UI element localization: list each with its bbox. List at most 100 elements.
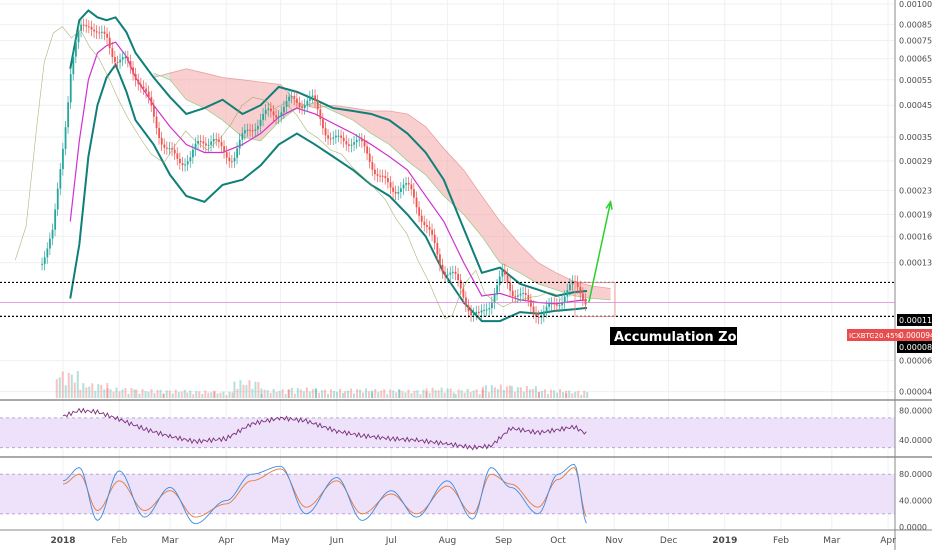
candle-body <box>350 144 353 146</box>
volume-bar <box>141 389 144 398</box>
volume-bar <box>287 389 290 398</box>
volume-bar <box>374 389 377 398</box>
volume-bar <box>336 391 339 398</box>
volume-bar <box>118 391 121 398</box>
volume-bar <box>124 387 127 398</box>
volume-bar <box>266 390 269 398</box>
candle-body <box>358 139 361 141</box>
volume-bar <box>314 388 317 398</box>
candle-body <box>103 31 106 34</box>
volume-bar <box>257 381 260 398</box>
candle-body <box>527 294 530 301</box>
candle-body <box>56 188 59 210</box>
candle-body <box>566 290 569 297</box>
stoch-tick-label: 0.0000 <box>899 523 927 532</box>
price-tick-label: 0.0000470 <box>899 388 932 397</box>
price-tick-label: 0.0003500 <box>899 133 932 142</box>
volume-bar <box>324 389 327 398</box>
volume-bar <box>556 392 559 398</box>
volume-bar <box>82 383 85 398</box>
volume-bar <box>508 385 511 398</box>
support-tag: 0.0000851 <box>897 341 932 353</box>
candle-body <box>324 128 327 136</box>
volume-bar <box>404 392 407 398</box>
volume-bar <box>419 394 422 398</box>
volume-bar <box>537 392 540 398</box>
volume-bar <box>67 373 70 398</box>
volume-bar <box>413 390 416 398</box>
volume-bar <box>70 374 73 398</box>
candle-body <box>137 79 140 85</box>
volume-bar <box>534 386 537 398</box>
candle-body <box>215 138 218 140</box>
volume-bar <box>565 393 568 398</box>
candle-body <box>207 144 210 146</box>
stoch-k-line <box>62 463 587 525</box>
candle-body <box>153 105 155 117</box>
volume-bar <box>305 387 308 398</box>
volume-bar <box>478 394 481 398</box>
rsi-line <box>62 407 587 451</box>
candle-body <box>166 147 168 149</box>
candle-body <box>444 272 447 276</box>
volume-bar <box>216 393 219 398</box>
volume-bar <box>487 392 490 398</box>
volume-bar <box>469 392 472 398</box>
candle-body <box>415 197 418 208</box>
rsi-tick-label: 40.0000 <box>899 436 932 445</box>
candle-body <box>184 164 187 166</box>
candle-body <box>189 157 192 162</box>
candle-body <box>558 305 561 307</box>
candle-body <box>267 108 270 111</box>
volume-bar <box>177 392 180 398</box>
candle-body <box>134 74 137 80</box>
volume-bar <box>103 389 106 398</box>
volume-bar <box>371 390 374 398</box>
candle-body <box>519 293 522 296</box>
volume-bar <box>100 384 103 398</box>
candle-body <box>501 270 504 277</box>
volume-bar <box>239 380 242 398</box>
volume-bar <box>398 389 401 398</box>
cloud-span-a <box>153 72 611 301</box>
volume-bar <box>353 393 356 398</box>
volume-bar <box>392 390 395 398</box>
candle-body <box>288 96 291 101</box>
candle-body <box>485 309 488 311</box>
date-axis[interactable]: 2018 Feb Mar Apr May Jun Jul Aug Sep Oct Nov Dec 201… <box>50 536 896 546</box>
bollinger-upper <box>69 9 588 297</box>
candle-body <box>296 98 298 103</box>
candle-body <box>348 144 350 146</box>
volume-bar <box>350 388 353 398</box>
candle-body <box>129 60 132 68</box>
volume-bar <box>356 389 359 398</box>
volume-bar <box>165 390 168 398</box>
candle-body <box>244 130 246 134</box>
price-tick-label: 0.0002900 <box>899 157 932 166</box>
candle-body <box>171 148 174 150</box>
volume-bar <box>213 391 216 398</box>
candle-body <box>106 33 109 38</box>
volume-bar <box>222 391 225 398</box>
price-axis[interactable]: 0.0010000 0.0008500 0.0007500 0.0006500 0.00… <box>899 0 932 397</box>
cloud-segment <box>186 68 205 109</box>
volume-bar <box>544 389 547 398</box>
volume-bar <box>275 391 278 398</box>
date-tick-label: Dec <box>660 536 677 546</box>
candle-body <box>553 303 556 305</box>
volume-bar <box>457 389 460 398</box>
ichimoku-cloud <box>153 68 611 301</box>
candle-body <box>509 282 512 291</box>
candle-body <box>532 306 535 313</box>
candle-body <box>158 128 161 138</box>
candle-body <box>176 153 179 159</box>
candle-body <box>314 95 317 102</box>
volume-bar <box>61 371 64 398</box>
volume-bar <box>64 385 67 398</box>
volume-bar <box>138 393 141 398</box>
candle-body <box>225 152 228 158</box>
volume-bar <box>505 386 508 398</box>
candle-body <box>488 308 491 310</box>
